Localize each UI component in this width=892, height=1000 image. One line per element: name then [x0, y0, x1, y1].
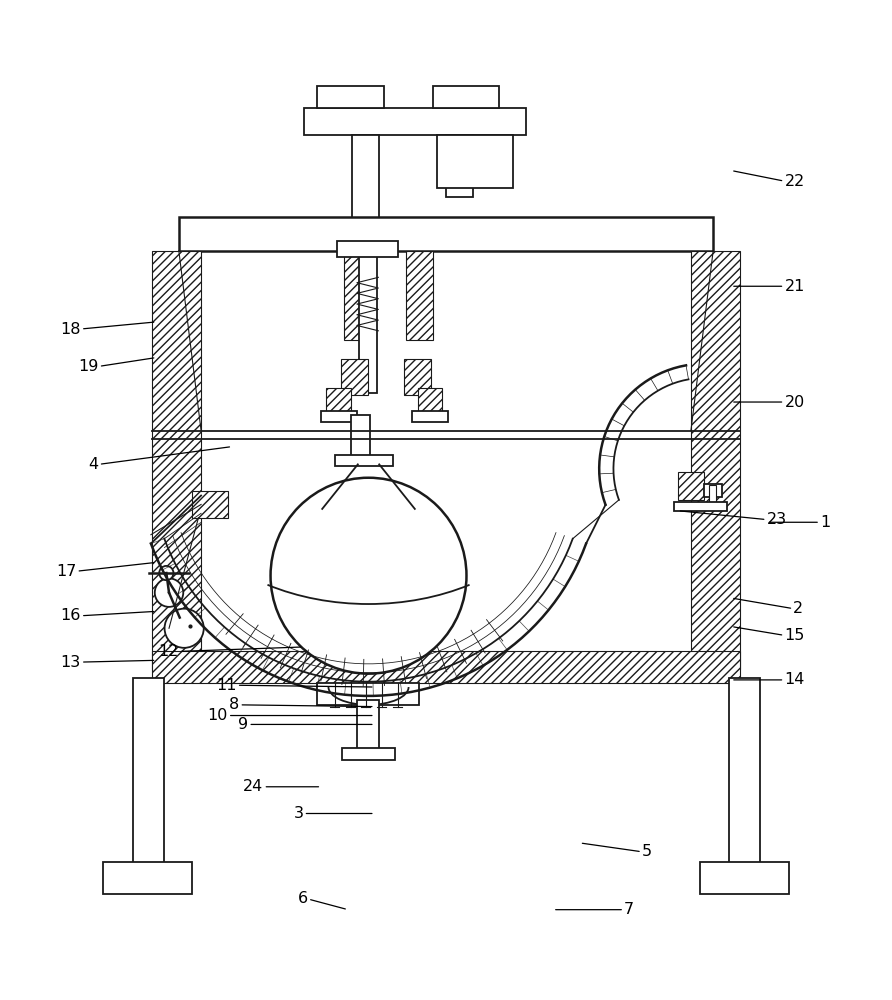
Bar	[326, 388, 351, 413]
Bar	[446, 135, 473, 197]
Text: 9: 9	[238, 717, 248, 732]
Circle shape	[270, 478, 467, 674]
Text: 5: 5	[642, 844, 652, 859]
Bar	[321, 411, 357, 422]
Bar	[357, 700, 379, 754]
Bar	[730, 678, 760, 865]
Bar	[103, 862, 192, 894]
Text: 20: 20	[784, 395, 805, 410]
Text: 17: 17	[56, 564, 77, 579]
Text: 15: 15	[784, 628, 805, 643]
Bar	[705, 484, 723, 497]
Text: 3: 3	[293, 806, 303, 821]
Bar	[334, 455, 392, 466]
Bar	[343, 251, 370, 340]
Bar	[406, 251, 433, 340]
Bar	[700, 862, 789, 894]
Bar	[417, 388, 442, 413]
Text: 11: 11	[216, 678, 236, 693]
Text: 12: 12	[159, 644, 178, 659]
Text: 4: 4	[88, 457, 99, 472]
Text: 7: 7	[624, 902, 634, 917]
Bar	[412, 411, 448, 422]
Bar	[317, 683, 419, 705]
Bar	[351, 415, 370, 460]
Bar	[691, 251, 739, 669]
Bar	[709, 485, 716, 507]
Text: 18: 18	[61, 322, 81, 337]
Text: 22: 22	[784, 174, 805, 189]
Bar	[317, 86, 384, 108]
Text: 10: 10	[208, 708, 227, 723]
Bar	[303, 108, 526, 135]
Bar	[404, 359, 431, 395]
Circle shape	[155, 578, 183, 607]
Bar	[352, 135, 379, 242]
Text: 13: 13	[61, 655, 81, 670]
Text: 14: 14	[784, 672, 805, 687]
Circle shape	[160, 566, 173, 580]
Bar	[337, 241, 398, 257]
Bar	[674, 502, 728, 511]
Text: 24: 24	[244, 779, 263, 794]
Text: 2: 2	[793, 601, 804, 616]
Text: 21: 21	[784, 279, 805, 294]
Text: 23: 23	[766, 512, 787, 527]
Circle shape	[164, 609, 203, 648]
Bar	[153, 251, 201, 669]
Text: 8: 8	[229, 697, 239, 712]
Text: 16: 16	[61, 608, 81, 623]
Text: 19: 19	[78, 359, 99, 374]
Bar	[153, 651, 739, 683]
Bar	[133, 678, 163, 865]
Bar	[437, 135, 513, 188]
Text: 1: 1	[820, 515, 830, 530]
Bar	[433, 86, 500, 108]
Bar	[342, 748, 395, 760]
Bar	[359, 251, 376, 393]
Bar	[192, 491, 227, 518]
Bar	[178, 217, 714, 251]
Text: 6: 6	[298, 891, 308, 906]
Bar	[678, 472, 705, 500]
Bar	[341, 359, 368, 395]
